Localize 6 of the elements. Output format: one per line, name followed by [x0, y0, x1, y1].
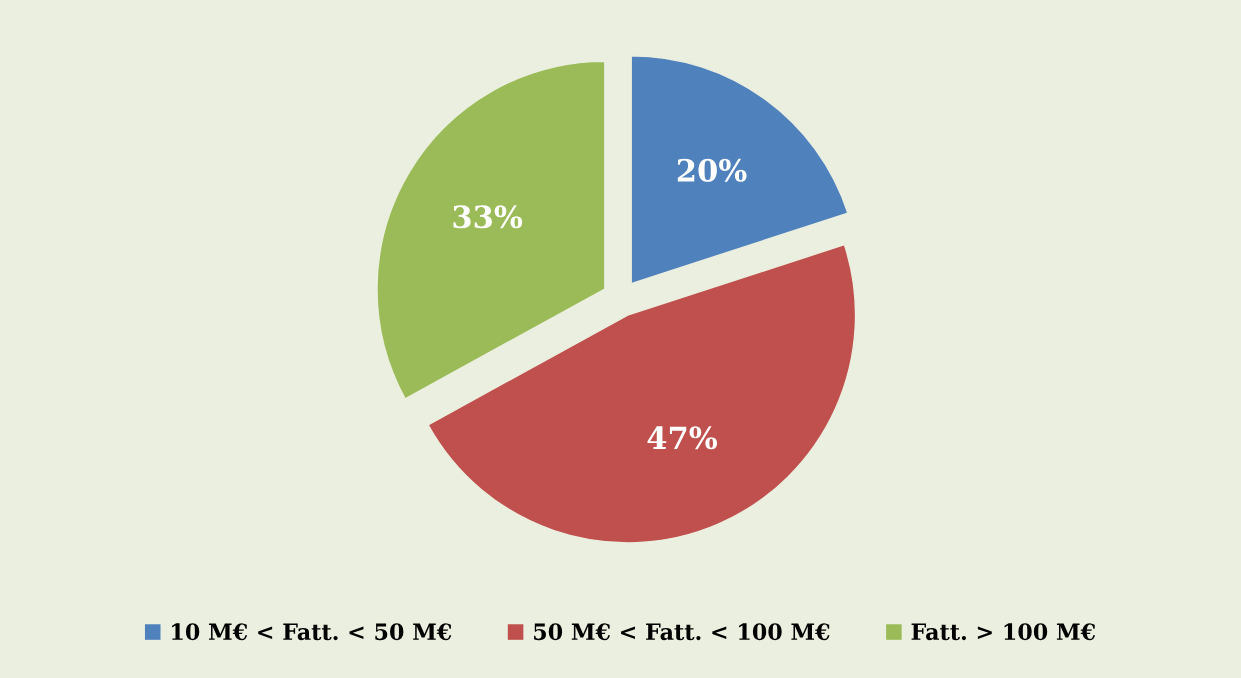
data-label: 20% — [677, 158, 747, 182]
data-label: 33% — [453, 205, 523, 229]
legend-label: 50 M€ < Fatt. < 100 M€ — [534, 623, 830, 641]
legend-label: Fatt. > 100 M€ — [911, 623, 1095, 641]
legend-label: 10 M€ < Fatt. < 50 M€ — [172, 623, 452, 641]
data-label: 47% — [647, 426, 718, 450]
